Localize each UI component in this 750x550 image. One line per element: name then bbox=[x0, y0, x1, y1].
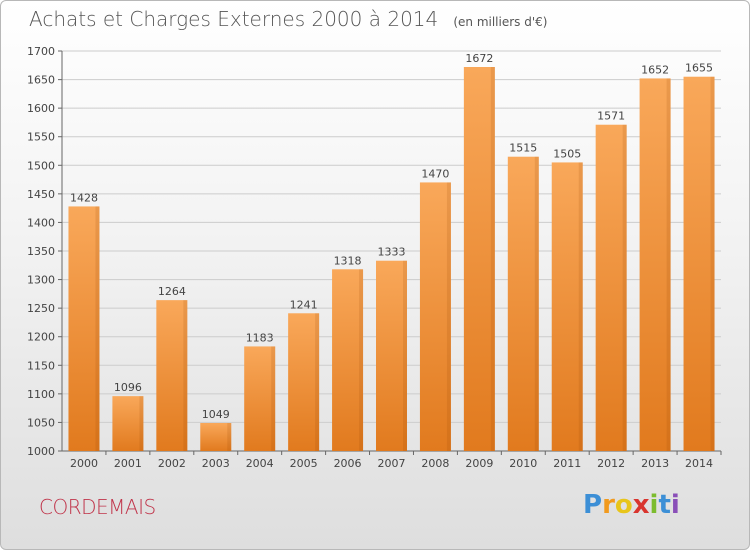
y-tick-label: 1600 bbox=[27, 102, 55, 115]
title-row: Achats et Charges Externes 2000 à 2014 (… bbox=[29, 7, 547, 31]
proxiti-logo[interactable]: Proxiti bbox=[583, 490, 680, 520]
y-tick-label: 1500 bbox=[27, 159, 55, 172]
x-tick-label-2000: 2000 bbox=[70, 457, 98, 470]
y-tick-label: 1050 bbox=[27, 416, 55, 429]
data-label-2013: 1652 bbox=[641, 63, 669, 76]
bar-2001 bbox=[112, 396, 144, 451]
bar-2007 bbox=[376, 260, 407, 451]
x-tick-label-2013: 2013 bbox=[641, 457, 669, 470]
bar-shade-2005 bbox=[315, 313, 320, 451]
bar-2008 bbox=[419, 182, 451, 451]
bar-2011 bbox=[551, 162, 583, 451]
data-label-2001: 1096 bbox=[114, 381, 142, 394]
x-tick-label-2012: 2012 bbox=[597, 457, 625, 470]
tick-labels: 1000 1050 1100 1150 1200 1250 1300 1350 1400 1450… bbox=[27, 45, 713, 470]
bar-shade-2003 bbox=[227, 423, 232, 451]
y-tick-label: 1000 bbox=[27, 445, 55, 458]
x-tick-label-2007: 2007 bbox=[378, 457, 406, 470]
x-tick-label-2009: 2009 bbox=[465, 457, 493, 470]
chart-title: Achats et Charges Externes 2000 à 2014 bbox=[29, 7, 439, 31]
x-tick-label-2008: 2008 bbox=[421, 457, 449, 470]
bars bbox=[68, 67, 715, 451]
bar-2004 bbox=[244, 346, 276, 451]
data-label-2011: 1505 bbox=[553, 147, 581, 160]
y-tick-label: 1700 bbox=[27, 45, 55, 58]
x-tick-label-2004: 2004 bbox=[246, 457, 274, 470]
bar-2003 bbox=[200, 423, 232, 451]
bar-shade-2012 bbox=[622, 124, 627, 451]
data-label-2004: 1183 bbox=[246, 331, 274, 344]
bar-2013 bbox=[639, 78, 671, 451]
data-label-2002: 1264 bbox=[158, 285, 186, 298]
bar-shade-2011 bbox=[578, 162, 583, 451]
x-tick-label-2006: 2006 bbox=[334, 457, 362, 470]
bar-shade-2007 bbox=[403, 260, 407, 451]
bar-2002 bbox=[156, 300, 188, 451]
data-label-2012: 1571 bbox=[597, 110, 625, 123]
data-label-2005: 1241 bbox=[290, 298, 318, 311]
data-label-2009: 1672 bbox=[465, 52, 493, 65]
x-tick-label-2014: 2014 bbox=[685, 457, 713, 470]
y-tick-label: 1450 bbox=[27, 188, 55, 201]
data-label-2003: 1049 bbox=[202, 408, 230, 421]
y-tick-label: 1550 bbox=[27, 131, 55, 144]
y-tick-label: 1150 bbox=[27, 359, 55, 372]
data-label-2000: 1428 bbox=[70, 191, 98, 204]
chart-unit: (en milliers d'€) bbox=[453, 15, 548, 29]
y-tick-label: 1400 bbox=[27, 216, 55, 229]
bar-shade-2004 bbox=[271, 346, 276, 451]
data-labels: 1428 1096 1264 1049 1183 1241 1318 1333 1470 1672… bbox=[70, 52, 713, 421]
data-label-2007: 1333 bbox=[378, 246, 406, 259]
data-label-2014: 1655 bbox=[685, 62, 713, 75]
bar-2000 bbox=[68, 206, 100, 451]
town-name: CORDEMAIS bbox=[39, 495, 156, 519]
x-tick-label-2005: 2005 bbox=[290, 457, 318, 470]
bar-shade-2010 bbox=[534, 156, 539, 451]
bar-shade-2000 bbox=[95, 206, 100, 451]
y-tick-label: 1100 bbox=[27, 388, 55, 401]
data-label-2010: 1515 bbox=[509, 142, 537, 155]
bar-shade-2001 bbox=[139, 396, 144, 451]
x-tick-label-2011: 2011 bbox=[553, 457, 581, 470]
bar-shade-2009 bbox=[490, 67, 495, 451]
x-tick-label-2001: 2001 bbox=[114, 457, 142, 470]
y-tick-label: 1200 bbox=[27, 331, 55, 344]
y-tick-label: 1300 bbox=[27, 274, 55, 287]
y-tick-label: 1250 bbox=[27, 302, 55, 315]
bar-2012 bbox=[595, 124, 627, 451]
x-tick-label-2003: 2003 bbox=[202, 457, 230, 470]
y-tick-label: 1350 bbox=[27, 245, 55, 258]
x-tick-label-2010: 2010 bbox=[509, 457, 537, 470]
bar-2010 bbox=[507, 156, 539, 451]
bar-2014 bbox=[683, 76, 715, 451]
bar-2006 bbox=[332, 269, 364, 451]
x-tick-label-2002: 2002 bbox=[158, 457, 186, 470]
data-label-2008: 1470 bbox=[421, 167, 449, 180]
y-tick-label: 1650 bbox=[27, 74, 55, 87]
bar-shade-2008 bbox=[446, 182, 451, 451]
bar-2005 bbox=[288, 313, 320, 451]
data-label-2006: 1318 bbox=[334, 254, 362, 267]
bar-2009 bbox=[463, 67, 495, 451]
bar-shade-2014 bbox=[710, 76, 715, 451]
bar-shade-2006 bbox=[359, 269, 364, 451]
bar-shade-2002 bbox=[183, 300, 188, 451]
bar-shade-2013 bbox=[666, 78, 671, 451]
